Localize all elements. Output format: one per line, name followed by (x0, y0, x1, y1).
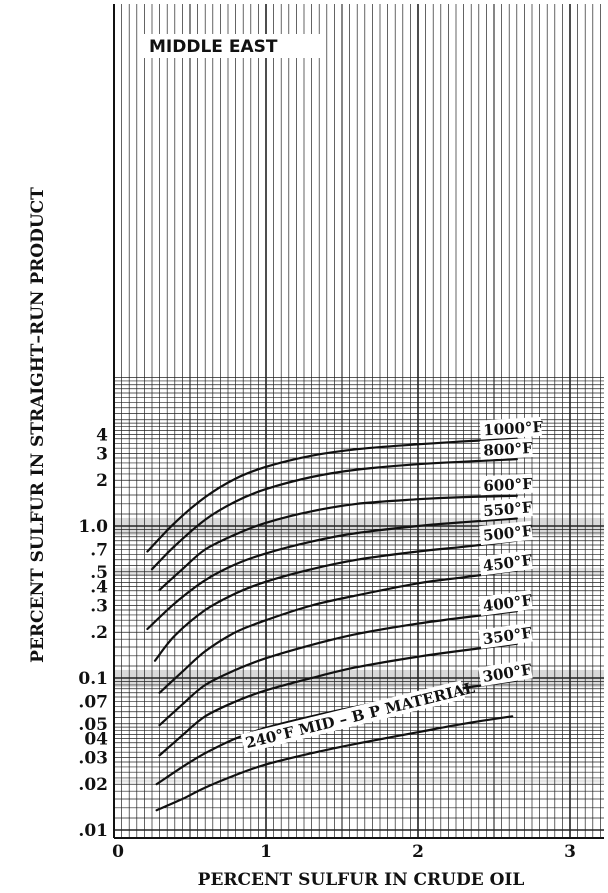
series-line (158, 610, 518, 727)
series-label-bg (478, 590, 533, 616)
series-label-bg (240, 680, 466, 753)
series-label-group: 1000°F (479, 416, 544, 440)
y-tick-label: .03 (78, 749, 108, 769)
y-tick-label: 0.1 (78, 669, 108, 689)
series-label-group: 300°F (478, 659, 533, 687)
x-tick-label: 0 (112, 842, 124, 862)
series-label-group: 550°F (479, 497, 534, 521)
y-tick-label: .3 (90, 597, 108, 617)
series-label-group: 500°F (479, 520, 534, 546)
grid (113, 4, 604, 838)
series-label-bg (479, 416, 542, 440)
y-tick-label: .01 (78, 821, 108, 841)
y-tick-label: .2 (90, 623, 108, 643)
y-tick-label: 04 (84, 730, 108, 750)
series-label: 500°F (482, 522, 533, 545)
region-title: MIDDLE EAST (149, 37, 278, 57)
y-tick-label: 2 (96, 471, 108, 491)
x-tick-label: 2 (412, 842, 424, 862)
series-label-bg (478, 659, 533, 687)
series-label-group: 600°F (479, 473, 534, 496)
y-tick-label: 3 (96, 445, 108, 465)
y-tick-label: .02 (78, 775, 108, 795)
series-label-bg (478, 622, 533, 649)
series-label-group: 800°F (479, 437, 534, 460)
mid-band (114, 779, 604, 783)
y-tick-label: .05 (78, 715, 108, 735)
y-tick-label: 1.0 (78, 517, 108, 537)
x-tick-labels: 0 1 2 3 (112, 842, 576, 862)
series-line (158, 569, 518, 694)
series-label: 1000°F (483, 418, 544, 440)
series-label-bg (479, 473, 533, 496)
series-line (153, 539, 518, 662)
y-tick-label: 4 (96, 426, 108, 446)
series-label-bg (479, 437, 533, 460)
series-label: 800°F (483, 439, 534, 460)
y-tick-label: .07 (78, 693, 108, 713)
plot-frame (113, 4, 604, 839)
x-tick-label: 1 (260, 842, 272, 862)
series-curves (146, 437, 518, 812)
series-label: 600°F (483, 475, 534, 495)
y-axis-title: PERCENT SULFUR IN STRAIGHT–RUN PRODUCT (28, 187, 48, 663)
region-title-box (138, 34, 323, 58)
series-line (146, 517, 518, 631)
x-tick-label: 3 (564, 842, 576, 862)
y-tick-label: .5 (90, 563, 108, 583)
y-tick-label: .7 (90, 541, 108, 561)
series-label: 550°F (482, 498, 533, 520)
x-axis-title: PERCENT SULFUR IN CRUDE OIL (198, 870, 525, 890)
series-label-bg (479, 520, 533, 546)
series-line (158, 494, 518, 591)
y-tick-label: .4 (90, 578, 108, 598)
series-line (146, 437, 518, 553)
series-line (150, 458, 518, 571)
series-line (158, 642, 518, 757)
series-line (155, 715, 514, 812)
series-label-bg (479, 497, 533, 521)
series-label-bg (478, 550, 533, 576)
